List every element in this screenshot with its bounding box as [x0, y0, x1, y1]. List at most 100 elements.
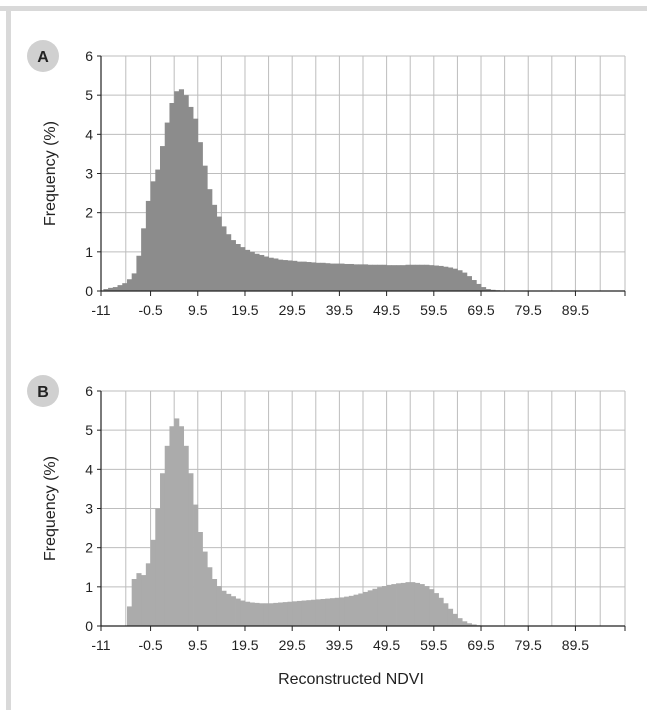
- y-tick-label: 6: [85, 48, 93, 64]
- histogram-bar: [259, 603, 265, 626]
- histogram-bar: [414, 582, 421, 626]
- histogram-bar: [315, 599, 321, 626]
- histogram-bar: [306, 600, 312, 626]
- x-tick-label: 39.5: [326, 637, 353, 653]
- y-axis-label: Frequency (%): [42, 121, 59, 226]
- y-tick-label: 2: [85, 540, 93, 556]
- histogram-bar: [278, 259, 284, 291]
- histogram-bar: [405, 264, 411, 291]
- histogram-bar: [131, 273, 137, 292]
- histogram-bar: [424, 586, 430, 626]
- histogram-bar: [334, 263, 340, 291]
- histogram-bar: [438, 597, 444, 626]
- histogram-bar: [174, 91, 180, 291]
- histogram-bar: [249, 251, 255, 291]
- histogram-bar: [131, 579, 137, 626]
- histogram-panel-a: A 0 1 2 3 4 5 6 -11 -0.5 9.5 19.5 29.5 39.5 49.5 59.5 69…: [27, 40, 626, 318]
- histogram-bar: [481, 287, 487, 291]
- histogram-bar: [485, 289, 491, 291]
- histogram-bar: [396, 583, 402, 626]
- panel-badge-label: B: [37, 384, 49, 401]
- histogram-bar: [471, 280, 477, 291]
- histogram-bar: [150, 181, 156, 291]
- histogram-bar: [429, 589, 435, 626]
- x-tick-label: 89.5: [562, 302, 589, 318]
- x-tick-label: -0.5: [139, 637, 163, 653]
- histogram-bar: [386, 584, 392, 627]
- histogram-bar: [320, 598, 326, 626]
- histogram-bar: [178, 89, 185, 291]
- histogram-bar: [263, 603, 269, 626]
- histogram-bar: [278, 602, 284, 626]
- histogram-bar: [169, 103, 175, 291]
- y-tick-label: 0: [85, 283, 93, 299]
- x-tick-label: -11: [91, 637, 110, 653]
- histogram-bar: [329, 263, 336, 291]
- x-tick-label: 69.5: [467, 637, 494, 653]
- histogram-bar: [471, 624, 477, 626]
- x-tick-label: 79.5: [515, 302, 542, 318]
- histogram-bar: [169, 426, 175, 626]
- histogram-bar: [150, 539, 156, 626]
- x-tick-label: -0.5: [139, 302, 163, 318]
- histogram-bar: [358, 264, 364, 291]
- histogram-bar: [174, 418, 180, 626]
- y-tick-label: 4: [85, 461, 93, 477]
- histogram-bar: [400, 265, 406, 291]
- histogram-bar: [363, 591, 369, 626]
- histogram-bar: [292, 601, 298, 626]
- histogram-bar: [424, 264, 430, 291]
- histogram-bar: [263, 256, 269, 291]
- y-tick-label: 4: [85, 126, 93, 142]
- histogram-bar: [447, 267, 454, 291]
- histogram-bar: [381, 586, 387, 626]
- histogram-bar: [193, 118, 199, 291]
- histogram-bar: [419, 264, 425, 291]
- histogram-bar: [405, 582, 411, 626]
- histogram-bar: [136, 255, 142, 291]
- histogram-bar: [339, 597, 345, 626]
- histogram-bar: [254, 253, 260, 291]
- histogram-bar: [396, 265, 402, 291]
- histogram-bar: [296, 261, 303, 292]
- histogram-bar: [334, 597, 340, 626]
- histogram-bar: [457, 270, 463, 291]
- histogram-bar: [386, 265, 392, 291]
- x-tick-label: 19.5: [231, 637, 258, 653]
- histogram-bar: [160, 473, 166, 626]
- histogram-bar: [301, 261, 307, 292]
- histogram-bar: [145, 563, 151, 626]
- histogram-bar: [249, 602, 255, 626]
- panel-badge-circle: [27, 375, 59, 407]
- histogram-bar: [433, 265, 439, 291]
- histogram-bar: [348, 263, 354, 291]
- histogram-bar: [112, 287, 118, 291]
- x-tick-label: -11: [91, 302, 110, 318]
- histogram-bar: [117, 285, 123, 292]
- histogram-bar: [141, 575, 147, 626]
- x-tick-label: 69.5: [467, 302, 494, 318]
- histogram-bar: [292, 260, 298, 291]
- histogram-bar: [235, 598, 241, 626]
- y-tick-label: 5: [85, 422, 93, 438]
- histogram-bar: [452, 268, 458, 291]
- histogram-bar: [178, 426, 185, 626]
- histogram-bar: [282, 602, 288, 626]
- histogram-bar: [391, 265, 397, 291]
- histogram-bar: [183, 445, 189, 626]
- histogram-bar: [273, 602, 279, 626]
- x-tick-label: 19.5: [231, 302, 258, 318]
- histogram-bar: [391, 584, 397, 626]
- histogram-bar: [221, 590, 227, 626]
- histogram-bar: [344, 596, 350, 627]
- x-tick-label: 39.5: [326, 302, 353, 318]
- x-tick-label: 29.5: [279, 637, 306, 653]
- histogram-bar: [122, 283, 128, 291]
- histogram-bar: [320, 262, 326, 291]
- histogram-bar: [226, 593, 232, 626]
- histogram-bar: [414, 264, 421, 291]
- histogram-bar: [443, 603, 449, 626]
- histogram-bar: [363, 264, 369, 291]
- histogram-bar: [240, 600, 246, 626]
- x-tick-label: 9.5: [188, 302, 208, 318]
